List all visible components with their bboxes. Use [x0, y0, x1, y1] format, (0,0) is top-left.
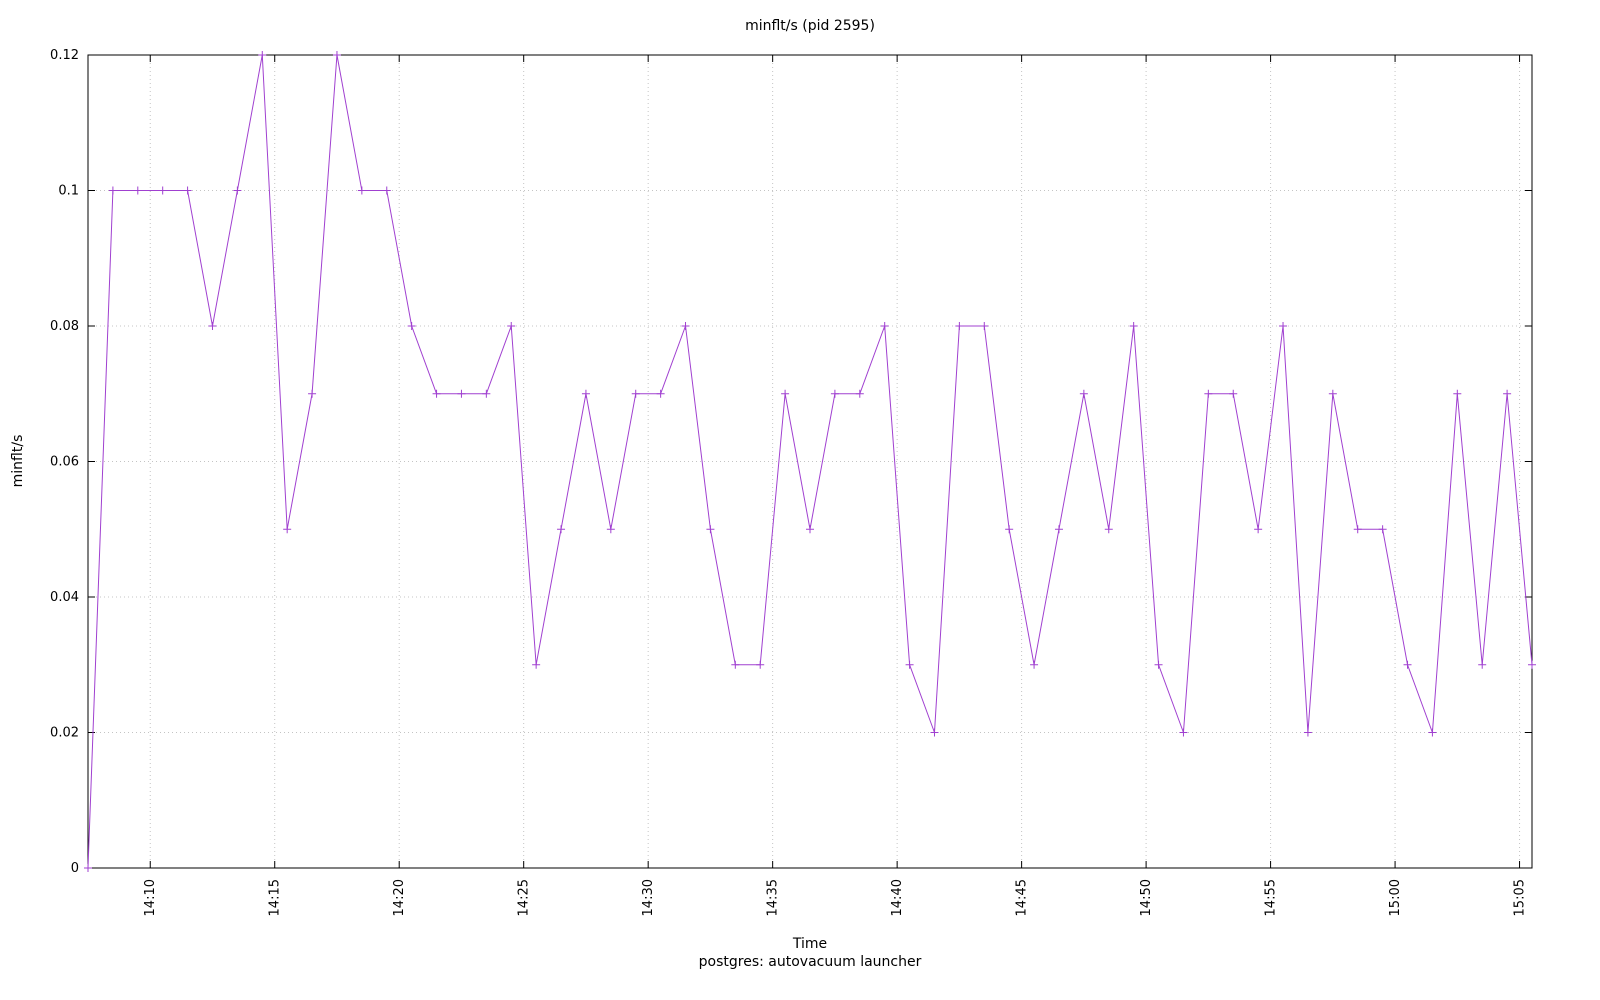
x-axis-label: Time [792, 936, 828, 952]
svg-text:0.12: 0.12 [50, 48, 79, 63]
svg-text:15:05: 15:05 [1513, 879, 1528, 916]
svg-text:14:45: 14:45 [1015, 879, 1030, 916]
svg-text:0.08: 0.08 [50, 319, 79, 334]
svg-text:0.02: 0.02 [50, 726, 79, 741]
chart-title: minflt/s (pid 2595) [745, 18, 875, 34]
svg-text:0.1: 0.1 [58, 184, 79, 199]
svg-text:14:40: 14:40 [890, 879, 905, 916]
svg-text:15:00: 15:00 [1388, 879, 1403, 916]
svg-text:14:15: 14:15 [268, 879, 283, 916]
svg-text:0.04: 0.04 [50, 590, 79, 605]
svg-text:14:10: 14:10 [143, 879, 158, 916]
series-key-label: postgres: autovacuum launcher [698, 954, 922, 970]
svg-text:14:50: 14:50 [1139, 879, 1154, 916]
svg-text:14:30: 14:30 [641, 879, 656, 916]
svg-text:14:35: 14:35 [766, 879, 781, 916]
svg-text:14:25: 14:25 [517, 879, 532, 916]
svg-text:0: 0 [71, 861, 79, 876]
svg-text:14:55: 14:55 [1264, 879, 1279, 916]
svg-text:0.06: 0.06 [50, 455, 79, 470]
svg-text:14:20: 14:20 [392, 879, 407, 916]
